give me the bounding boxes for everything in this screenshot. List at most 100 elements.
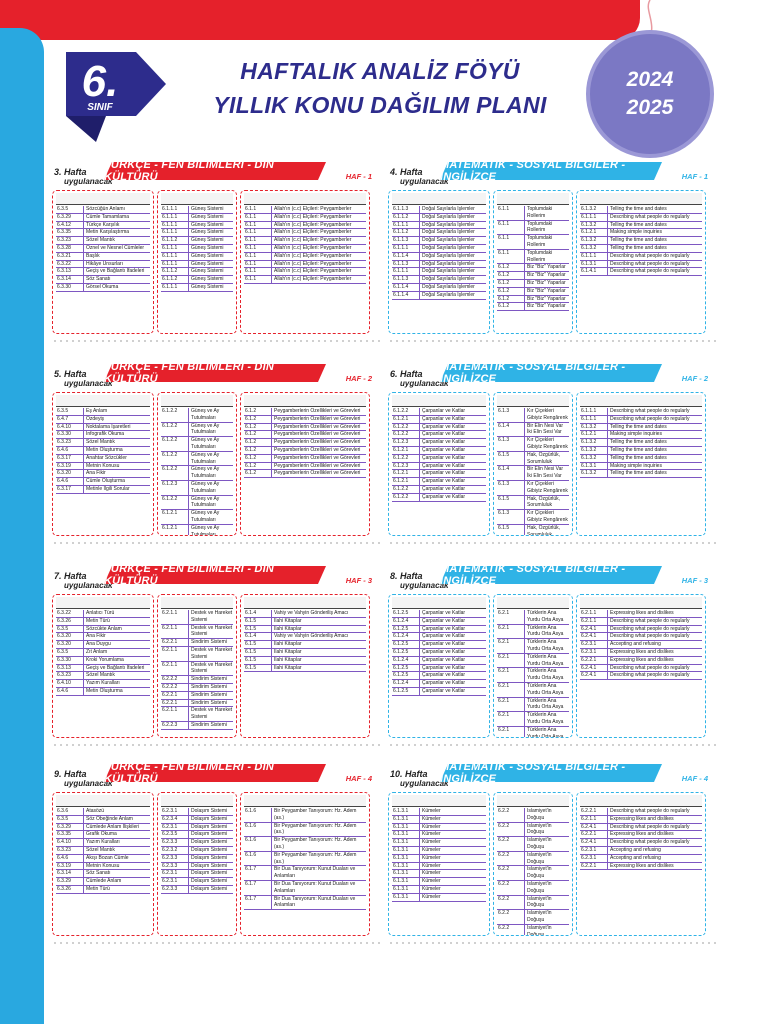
table-row: 6.3.19 Metnin Konusu — [56, 862, 150, 871]
table-row: 6.3.20 Ana Fikir — [56, 633, 150, 642]
outcome-topic: Biz "Biz" Yaparlar — [527, 272, 566, 279]
outcome-code: 6.2.3.3 — [161, 854, 189, 862]
outcome-code: 6.1.1.1 — [580, 213, 608, 221]
outcome-code: 6.1.2 — [244, 408, 272, 415]
table-row: 6.1.5 Hak, Özgürlük, Sorumluluk — [497, 495, 569, 511]
outcome-code: 6.2.2 — [497, 822, 525, 837]
table-row: 6.1.3.2 Telling the time and dates — [580, 423, 702, 432]
outcome-topic: Allah'ın (c.c) Elçileri: Peygamberler — [274, 229, 352, 236]
outcome-code: 6.1.2.2 — [392, 485, 420, 493]
year-end: 2025 — [626, 96, 674, 119]
table-row: 6.2.2.3 Sindirim Sistemi — [161, 721, 233, 730]
subject-banner: MATEMATİK - SOSYAL BİLGİLER - İNGİLİZCE — [440, 764, 662, 782]
table-row: 6.2.4.1 Describing what people do regular… — [580, 839, 702, 847]
outcome-code: 6.1.1.4 — [392, 252, 420, 260]
outcome-table: 6.2.2 İslamiyet'in Doğuşu 6.2.2 İslamiyet'i… — [493, 792, 573, 936]
table-row: 6.1.3.2 Telling the time and dates — [580, 237, 702, 245]
table-row: 6.2.4.1 Describing what people do regular… — [580, 633, 702, 642]
outcome-topic: Kümeler — [422, 808, 441, 814]
outcome-topic: Kümeler — [422, 885, 441, 892]
outcome-topic: Expressing likes and dislikes — [610, 831, 674, 838]
outcome-code: 6.2.1 — [497, 668, 525, 682]
table-row: 6.1.2.1 Making simple inquiries — [580, 431, 702, 440]
outcome-table: 6.1.3.1 Kümeler 6.1.3.1 Kümeler 6.1.3.1 Kümel… — [388, 792, 490, 936]
outcome-topic: Hak, Özgürlük, Sorumluluk — [527, 495, 561, 509]
table-row: 6.1.3 Kır Çiçekleri Gibiyiz Rengârenk — [497, 437, 569, 452]
outcome-code: 6.2.1.1 — [161, 707, 189, 721]
outcome-topic: Çarpanlar ve Katlar — [422, 439, 466, 446]
outcome-topic: Toplumdaki Rollerim — [527, 249, 553, 263]
outcome-code: 6.2.1 — [497, 653, 525, 668]
table-row: 6.1.1.2 Doğal Sayılarla İşlemler — [392, 229, 486, 238]
outcome-code: 6.3.19 — [56, 462, 84, 470]
outcome-code: 6.3.5 — [56, 648, 84, 656]
outcome-code: 6.2.2.1 — [580, 656, 608, 664]
outcome-code: 6.1.5 — [497, 495, 525, 510]
week-number: 5. Hafta — [54, 369, 87, 379]
outcome-topic: Çarpanlar ve Katlar — [422, 493, 466, 500]
outcome-code: 6.4.6 — [56, 854, 84, 862]
outcome-code: 6.3.20 — [56, 470, 84, 478]
outcome-topic: Telling the time and dates — [610, 446, 667, 453]
table-row: 6.1.1 Allah'ın (c.c) Elçileri: Peygamberl… — [244, 229, 366, 238]
table-row: 6.2.3.1 Accepting and refusing — [580, 854, 702, 863]
table-row: 6.1.3.1 Kümeler — [392, 870, 486, 879]
outcome-code: 6.1.2 — [497, 272, 525, 279]
outcome-code: 6.3.29 — [56, 213, 84, 221]
table-row: 6.1.1.2 Güneş Sistemi — [161, 268, 233, 277]
outcome-code: 6.1.3.1 — [392, 854, 420, 862]
outcome-topic: Making simple inquiries — [610, 462, 662, 469]
table-row: 6.2.2.1 Expressing likes and dislikes — [580, 656, 702, 665]
outcome-code: 6.1.7 — [244, 895, 272, 910]
outcome-topic: Ana Fikir — [86, 633, 106, 640]
outcome-code: 6.1.5 — [497, 451, 525, 466]
table-row: 6.1.1 Allah'ın (c.c) Elçileri: Peygamberl… — [244, 244, 366, 253]
outcome-code: 6.2.3.1 — [161, 808, 189, 815]
outcome-topic: Kır Çiçekleri Gibiyiz Rengârenk — [527, 480, 568, 494]
table-row: 6.1.2.5 Çarpanlar ve Katlar — [392, 672, 486, 681]
table-row: 6.2.1.1 Expressing likes and dislikes — [580, 610, 702, 618]
outcome-topic: Expressing likes and dislikes — [610, 862, 674, 869]
table-row: 6.1.2.5 Çarpanlar ve Katlar — [392, 625, 486, 634]
table-row: 6.1.2.2 Çarpanlar ve Katlar — [392, 493, 486, 502]
outcome-topic: İslamiyet'in Doğuşu — [527, 910, 552, 923]
table-row: 6.2.1.1 Destek ve Hareket Sistemi — [161, 707, 233, 722]
outcome-topic: Allah'ın (c.c) Elçileri: Peygamberler — [274, 276, 352, 283]
outcome-topic: Kır Çiçekleri Gibiyiz Rengârenk — [527, 510, 568, 523]
table-row: 6.1.1 Toplumdaki Rollerim — [497, 235, 569, 250]
outcome-code: 6.2.1 — [497, 697, 525, 712]
outcome-code: 6.1.3.1 — [392, 870, 420, 878]
outcome-table: 6.1.3 Kır Çiçekleri Gibiyiz Rengârenk 6.1.… — [493, 392, 573, 536]
outcome-code: 6.1.4 — [244, 633, 272, 641]
table-row: 6.1.1.1 Güneş Sistemi — [161, 213, 233, 222]
outcome-table: 6.2.1.1 Destek ve Hareket Sistemi 6.2.1.1 D… — [157, 594, 237, 738]
outcome-topic: Telling the time and dates — [610, 439, 667, 446]
outcome-code: 6.2.3.1 — [161, 823, 189, 831]
table-header — [392, 597, 486, 609]
table-row: 6.2.1.1 Expressing likes and dislikes — [580, 815, 702, 824]
outcome-code: 6.1.7 — [244, 866, 272, 880]
outcome-code: 6.2.2.1 — [580, 808, 608, 815]
table-row: 6.1.6 Bir Peygamber Tanıyorum: Hz. Âdem (… — [244, 837, 366, 852]
outcome-code: 6.3.30 — [56, 283, 84, 291]
outcome-code: 6.3.14 — [56, 870, 84, 878]
table-row: 6.1.3 Kır Çiçekleri Gibiyiz Rengârenk — [497, 408, 569, 423]
table-row: 6.1.2.2 Güneş ve Ay Tutulmaları — [161, 495, 233, 511]
outcome-topic: Dolaşım Sistemi — [191, 808, 228, 814]
table-row: 6.1.1.1 Doğal Sayılarla İşlemler — [392, 221, 486, 230]
table-row: 6.1.4 Bir Elin Nesi Var İki Elin Sesi Var — [497, 466, 569, 481]
outcome-topic: Allah'ın (c.c) Elçileri: Peygamberler — [274, 237, 352, 244]
table-row: 6.1.7 Bir Dua Tanıyorum: Kunut Duaları ve… — [244, 880, 366, 896]
table-row: 6.4.6 Cümle Oluşturma — [56, 478, 150, 486]
table-row: 6.1.3.1 Kümeler — [392, 839, 486, 847]
outcome-topic: Doğal Sayılarla İşlemler — [422, 213, 475, 220]
outcome-code: 6.1.2 — [244, 446, 272, 454]
outcome-table: 6.1.1 Toplumdaki Rollerim 6.1.1 Toplumdaki … — [493, 190, 573, 334]
outcome-topic: Başlık — [86, 252, 100, 259]
outcome-topic: Metin Türü — [86, 617, 110, 624]
outcome-code: 6.2.3.1 — [580, 648, 608, 656]
table-header — [56, 597, 150, 609]
outcome-code: 6.1.2.2 — [392, 431, 420, 439]
outcome-topic: Describing what people do regularly — [610, 260, 690, 267]
outcome-topic: Peygamberlerin Özellikleri ve Görevleri — [274, 415, 361, 422]
